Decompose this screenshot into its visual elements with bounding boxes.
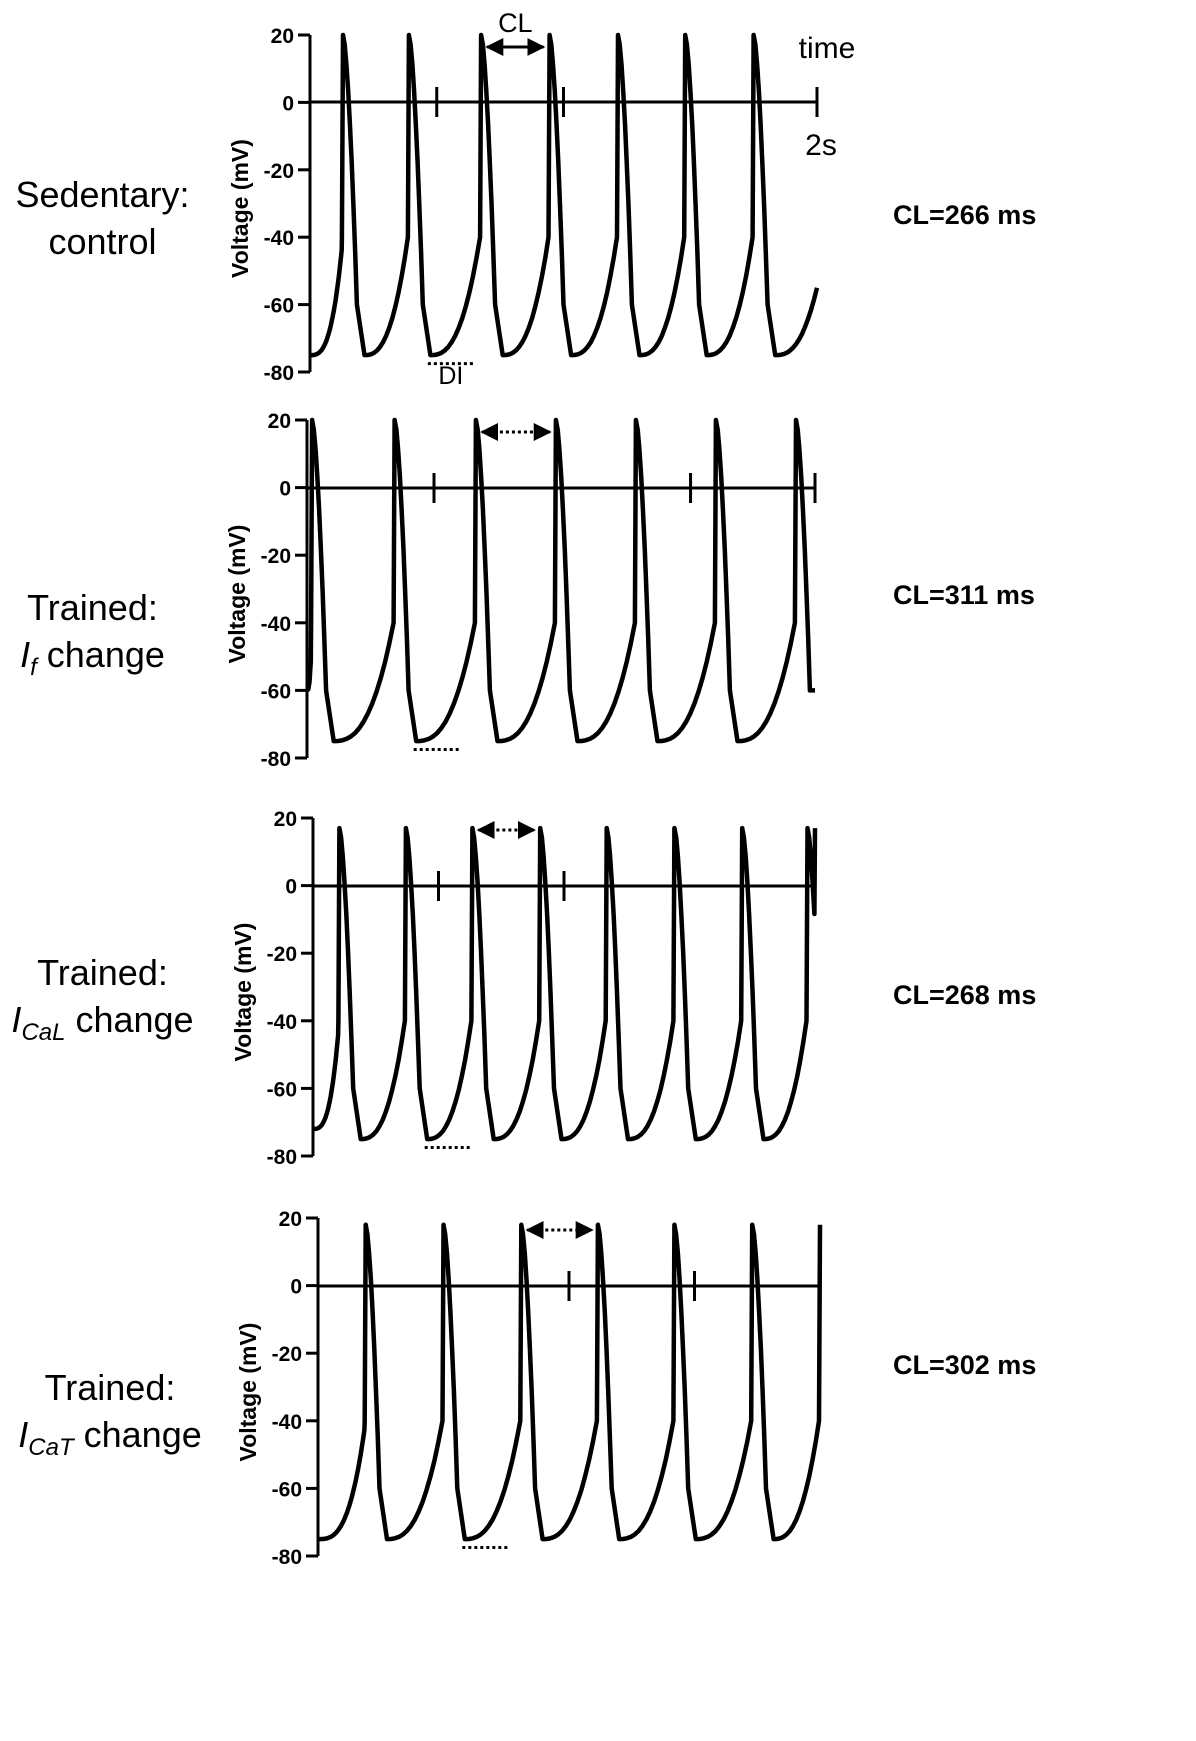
panel-3-chart: 20 0 -20 -40 -60 -80 Voltage (mV): [230, 808, 818, 1169]
panel-2-change-text: change: [36, 633, 165, 675]
y-axis-label: Voltage (mV): [235, 1323, 261, 1462]
y-tick-label: 20: [274, 808, 297, 831]
panel-1-label-line1: Sedentary:: [15, 174, 190, 215]
panel-2-label-line2: If change: [5, 632, 180, 683]
y-tick-label: 0: [290, 1276, 302, 1299]
y-axis-label: Voltage (mV): [227, 139, 253, 278]
panel-2-current-symbol: I: [20, 633, 31, 675]
panel-2-chart: 20 0 -20 -40 -60 -80 Voltage (mV): [224, 410, 817, 771]
y-tick-label: -20: [264, 160, 294, 183]
panel-2-current-subscript: f: [30, 653, 37, 681]
panel-4-label: Trained: ICaT change: [5, 1365, 215, 1463]
y-tick-label: -60: [264, 295, 294, 318]
panel-4-current-symbol: I: [18, 1413, 29, 1455]
y-tick-label: -80: [264, 362, 294, 385]
panel-4-label-line2: ICaT change: [5, 1412, 215, 1463]
panel-1-cl-value: CL=266 ms: [893, 200, 1037, 230]
y-tick-label: -40: [267, 1011, 297, 1034]
y-axis-label: Voltage (mV): [224, 525, 250, 664]
panel-1-chart: 20 0 -20 -40 -60 -80 Voltage (mV) CL DI time 2s: [227, 8, 855, 390]
time-axis-label: time: [799, 32, 856, 65]
y-tick-label: 0: [279, 478, 291, 501]
cycle-length-label: CL: [498, 8, 533, 38]
panel-3-cl-value: CL=268 ms: [893, 980, 1037, 1010]
panel-4-chart: 20 0 -20 -40 -60 -80 Voltage (mV): [235, 1208, 823, 1569]
y-tick-label: -80: [267, 1146, 297, 1169]
panel-4-current-subscript: CaT: [28, 1433, 74, 1461]
y-tick-label: -60: [267, 1078, 297, 1101]
panel-4-cl-value: CL=302 ms: [893, 1350, 1037, 1380]
y-tick-label: -80: [261, 748, 291, 771]
panel-2-label-line1: Trained:: [27, 587, 158, 628]
y-tick-label: -60: [272, 1478, 302, 1501]
panel-3-current-subscript: CaL: [21, 1018, 66, 1046]
y-tick-label: 0: [285, 876, 297, 899]
y-tick-label: -20: [267, 943, 297, 966]
voltage-trace-line: [305, 417, 815, 744]
panel-1-label: Sedentary: control: [5, 172, 200, 266]
y-tick-label: -40: [264, 227, 294, 250]
y-tick-label: 20: [271, 25, 294, 48]
y-tick-label: -40: [272, 1411, 302, 1434]
y-tick-label: -40: [261, 613, 291, 636]
diastolic-interval-label: DI: [438, 362, 463, 390]
voltage-trace-line: [317, 1222, 823, 1542]
y-tick-label: 20: [268, 410, 291, 433]
y-tick-label: -60: [261, 680, 291, 703]
y-tick-label: 0: [282, 92, 294, 115]
panel-4-label-line1: Trained:: [44, 1367, 176, 1408]
y-axis-label: Voltage (mV): [230, 923, 256, 1062]
panel-4-change-text: change: [73, 1413, 202, 1455]
panel-3-change-text: change: [65, 998, 194, 1040]
voltage-trace-line: [312, 825, 818, 1142]
y-tick-label: -20: [272, 1343, 302, 1366]
panel-3-label-line2: ICaL change: [5, 997, 200, 1048]
panel-2-cl-value: CL=311 ms: [893, 580, 1035, 610]
panel-2-label: Trained: If change: [5, 585, 180, 683]
panel-3-current-symbol: I: [11, 998, 22, 1040]
panel-3-label-line1: Trained:: [37, 952, 168, 993]
time-end-label: 2s: [805, 129, 837, 162]
y-tick-label: -80: [272, 1546, 302, 1569]
y-tick-label: -20: [261, 545, 291, 568]
panel-3-label: Trained: ICaL change: [5, 950, 200, 1048]
panel-1-label-line2: control: [48, 220, 157, 262]
voltage-trace-line: [309, 32, 820, 358]
y-tick-label: 20: [279, 1208, 302, 1231]
